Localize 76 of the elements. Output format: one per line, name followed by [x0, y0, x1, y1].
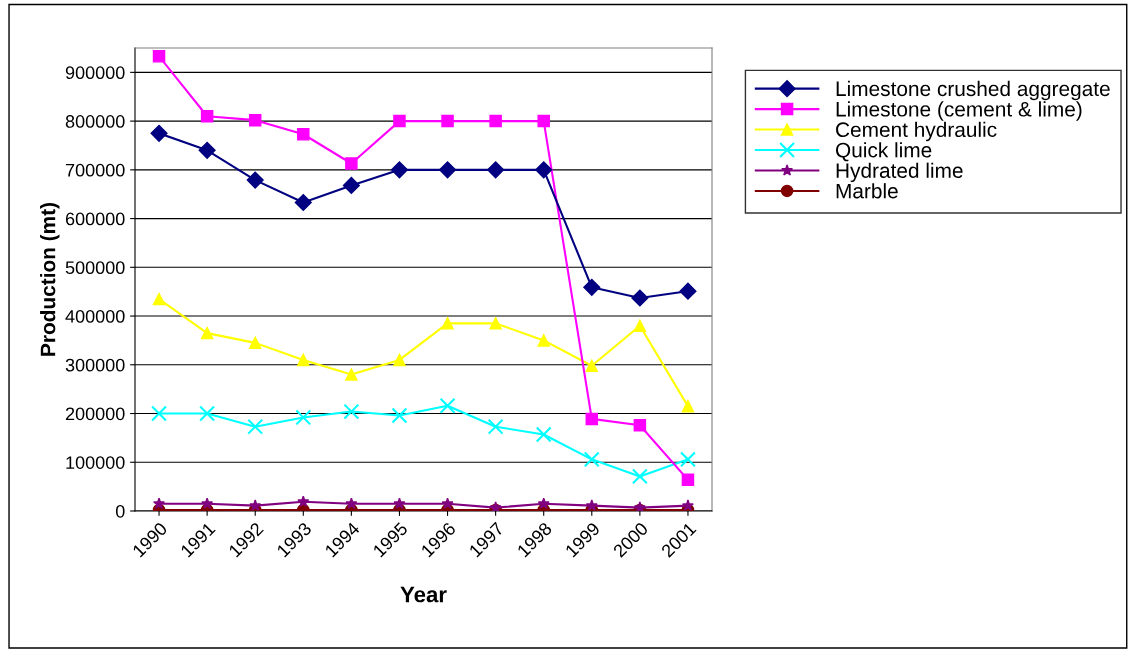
point [393, 353, 406, 367]
point [393, 114, 406, 128]
point [200, 109, 214, 123]
point [537, 497, 550, 509]
point [631, 289, 649, 307]
point [152, 292, 166, 306]
legend-label: Cement hydraulic [836, 121, 997, 142]
point [489, 317, 502, 330]
point [441, 114, 454, 128]
point [537, 114, 550, 128]
point [151, 405, 168, 422]
y-tick-label: 900000 [65, 66, 125, 80]
legend-label: Marble [836, 183, 898, 199]
point [487, 161, 505, 179]
point [201, 497, 214, 509]
legend-label: Limestone (cement & lime) [836, 101, 1082, 121]
point [439, 397, 456, 414]
point [489, 114, 502, 128]
point [681, 399, 695, 413]
point [393, 497, 406, 509]
point [679, 451, 696, 468]
y-tick-label: 700000 [65, 163, 125, 177]
point [390, 161, 409, 179]
point [535, 426, 552, 443]
point [153, 497, 166, 509]
point [297, 128, 310, 141]
y-tick-label: 500000 [65, 261, 125, 275]
point [297, 495, 310, 507]
point [441, 317, 454, 330]
point [535, 161, 553, 179]
y-tick-label: 100000 [66, 456, 125, 469]
x-axis-title: Year [400, 586, 447, 603]
point [631, 468, 648, 485]
legend-label: Limestone crushed aggregate [836, 80, 1110, 101]
legend-label: Hydrated lime [836, 162, 963, 183]
y-tick-label: 400000 [65, 309, 125, 323]
point [585, 412, 599, 426]
point [198, 141, 216, 159]
point [583, 451, 600, 468]
point [152, 50, 166, 63]
point [345, 368, 358, 381]
point [438, 161, 457, 179]
point [681, 499, 694, 511]
point [199, 405, 216, 422]
y-tick-label: 800000 [65, 115, 125, 128]
point [246, 171, 264, 189]
point [681, 473, 695, 487]
point [487, 418, 504, 435]
point [633, 418, 647, 432]
point [585, 359, 599, 373]
point [342, 176, 360, 194]
y-tick-label: 300000 [65, 358, 125, 372]
point [441, 497, 454, 509]
point [150, 124, 168, 142]
point [391, 407, 408, 424]
point [343, 403, 360, 420]
point [633, 319, 647, 333]
point [294, 193, 312, 212]
point [248, 336, 262, 350]
point [345, 497, 358, 509]
point [345, 157, 358, 170]
point [583, 278, 601, 296]
point [200, 326, 214, 340]
legend-label: Quick lime [835, 142, 932, 162]
point [297, 353, 310, 367]
y-tick-label: 0 [115, 504, 125, 518]
point [247, 418, 264, 435]
y-tick-label: 200000 [65, 407, 125, 421]
point [537, 334, 550, 347]
y-axis-title: Production (mt) [40, 203, 60, 356]
point [295, 409, 312, 426]
point [248, 113, 262, 127]
point [679, 282, 697, 300]
y-tick-label: 600000 [65, 212, 125, 226]
point [585, 499, 598, 511]
point [249, 499, 262, 511]
